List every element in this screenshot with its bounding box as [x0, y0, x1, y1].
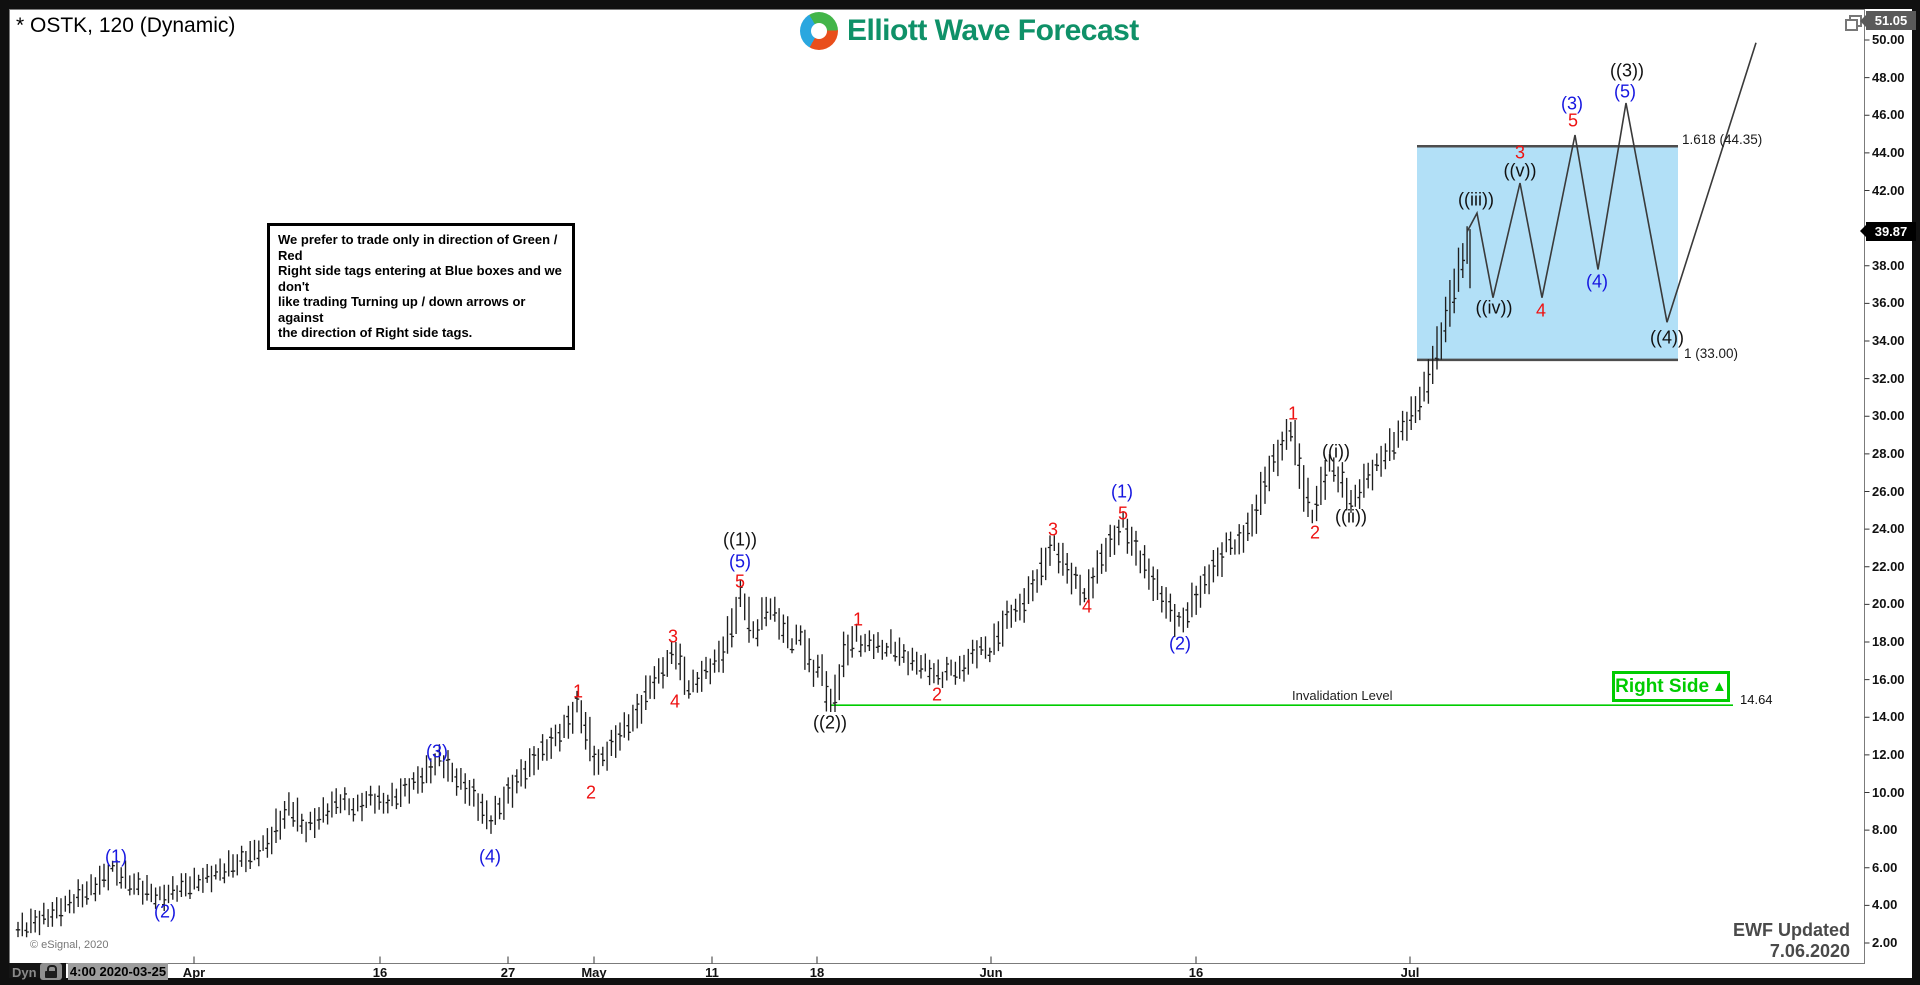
wave-label: ((4)) [1650, 327, 1684, 348]
price-bars [15, 226, 1471, 938]
lock-icon[interactable] [40, 963, 62, 980]
wave-label: 3 [1514, 142, 1526, 163]
wave-label: (1) [105, 846, 127, 867]
wave-label: 4 [1081, 596, 1093, 617]
wave-label: ((2)) [813, 712, 847, 733]
lock-shackle [47, 965, 57, 973]
wave-label: 3 [667, 626, 679, 647]
price-tick-label: 44.00 [1872, 144, 1905, 160]
price-tick-label: 10.00 [1872, 784, 1905, 800]
price-tick-label: 24.00 [1872, 521, 1905, 537]
wave-label: 5 [1567, 110, 1579, 131]
timestamp-badge: 4:00 2020-03-25 [68, 963, 168, 980]
time-axis-label: 18 [809, 965, 825, 980]
price-tick-label: 48.00 [1872, 69, 1905, 85]
time-axis-label: Jul [1400, 965, 1420, 980]
note-box: We prefer to trade only in direction of … [267, 223, 575, 350]
wave-label: 1 [572, 681, 584, 702]
projection-zigzag [1466, 42, 1757, 323]
price-tick-label: 12.00 [1872, 746, 1905, 762]
lock-body [45, 971, 57, 978]
wave-label: 5 [734, 571, 746, 592]
price-tick-label: 6.00 [1872, 859, 1898, 875]
wave-label: 2 [1309, 522, 1321, 543]
wave-label: (2) [154, 901, 176, 922]
invalidation-price-label: 14.64 [1740, 692, 1773, 707]
invalidation-level-label: Invalidation Level [1292, 688, 1393, 703]
wave-label: (4) [479, 846, 501, 867]
wave-label: (3) [426, 741, 448, 762]
wave-label: 4 [669, 691, 681, 712]
price-tick-label: 30.00 [1872, 408, 1905, 424]
up-arrow-icon: ▲ [1712, 678, 1727, 695]
price-tick-label: 46.00 [1872, 107, 1905, 123]
time-axis-label: 27 [500, 965, 516, 980]
wave-label: 1 [1287, 403, 1299, 424]
price-tick-label: 16.00 [1872, 671, 1905, 687]
time-axis-label: Jun [979, 965, 1003, 980]
note-line: We prefer to trade only in direction of … [278, 232, 558, 263]
note-line: like trading Turning up / down arrows or… [278, 294, 526, 325]
fib-extension-label: 1.618 (44.35) [1682, 132, 1763, 147]
wave-label: ((v)) [1503, 160, 1537, 181]
wave-label: 3 [1047, 519, 1059, 540]
price-tick-label: 34.00 [1872, 333, 1905, 348]
note-line: the direction of Right side tags. [278, 325, 473, 340]
time-axis-label: 11 [705, 965, 719, 980]
price-tick-label: 28.00 [1872, 445, 1905, 461]
restore-window-icon[interactable] [1845, 15, 1862, 31]
price-tick-label: 14.00 [1872, 709, 1905, 725]
price-tick-label: 50.00 [1872, 32, 1905, 47]
time-axis-label: May [581, 965, 607, 980]
wave-label: (1) [1111, 481, 1133, 502]
price-tick-label: 26.00 [1872, 483, 1905, 499]
time-axis-label: 16 [372, 965, 388, 980]
plot-border [9, 9, 1865, 964]
price-tick-label: 38.00 [1872, 257, 1905, 273]
right-side-label: Right Side [1615, 675, 1710, 697]
wave-label: ((iii)) [1458, 189, 1494, 210]
price-tick-label: 4.00 [1872, 897, 1898, 913]
wave-label: (5) [1614, 81, 1636, 102]
wave-label: ((i)) [1322, 441, 1350, 462]
wave-label: ((iv)) [1475, 297, 1513, 318]
wave-label: 5 [1117, 503, 1129, 524]
wave-label: ((3)) [1610, 60, 1644, 81]
time-axis-label: 16 [1188, 965, 1204, 980]
session-high-badge: 51.05 [1860, 11, 1916, 31]
ewf-updated-label: EWF Updated 7.06.2020 [1733, 920, 1850, 961]
brand-logo: Elliott Wave Forecast [800, 12, 1139, 50]
wave-label: (5) [729, 551, 751, 572]
dyn-mode-label[interactable]: Dyn [12, 965, 37, 980]
time-axis-label: Apr [182, 965, 206, 980]
wave-label: 2 [931, 684, 943, 705]
price-tick-label: 2.00 [1872, 935, 1898, 950]
brand-swirl-icon [800, 12, 838, 50]
wave-label: 4 [1535, 300, 1547, 321]
wave-label: (2) [1169, 633, 1191, 654]
wave-label: 1 [852, 609, 864, 630]
price-tick-label: 20.00 [1872, 596, 1905, 612]
note-line: Right side tags entering at Blue boxes a… [278, 263, 562, 294]
price-tick-label: 32.00 [1872, 370, 1905, 386]
fib-base-label: 1 (33.00) [1684, 346, 1739, 361]
wave-label: 2 [585, 782, 597, 803]
window-title: * OSTK, 120 (Dynamic) [16, 14, 236, 37]
wave-label: (4) [1586, 271, 1608, 292]
last-price-badge: 39.87 [1860, 221, 1916, 241]
price-tick-label: 8.00 [1872, 822, 1898, 838]
price-tick-label: 18.00 [1872, 634, 1905, 649]
esignal-copyright: © eSignal, 2020 [30, 939, 109, 951]
price-tick-label: 42.00 [1872, 182, 1905, 198]
wave-label: (3) [1561, 93, 1583, 114]
wave-label: ((ii)) [1335, 506, 1367, 527]
price-tick-label: 36.00 [1872, 295, 1905, 311]
brand-name: Elliott Wave Forecast [847, 14, 1139, 47]
wave-label: ((1)) [723, 529, 757, 550]
price-tick-label: 22.00 [1872, 558, 1905, 574]
right-side-badge: Right Side ▲ [1612, 671, 1730, 702]
blue-box [1417, 146, 1678, 360]
